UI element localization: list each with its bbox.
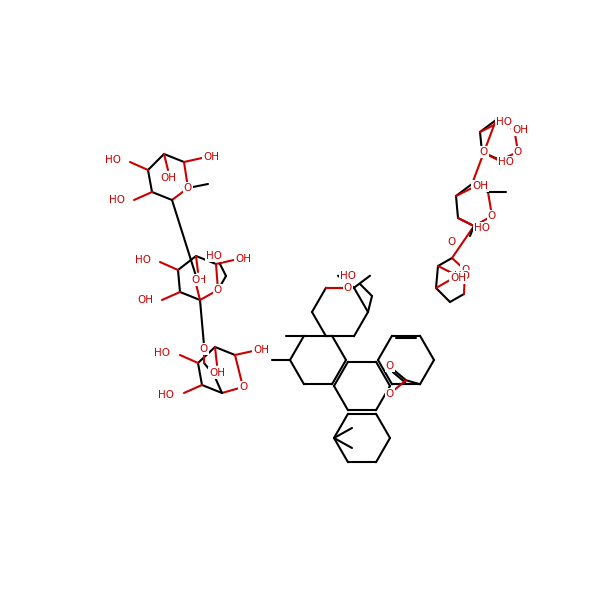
Text: HO: HO bbox=[105, 155, 121, 165]
Text: O: O bbox=[488, 211, 496, 221]
Text: O: O bbox=[514, 147, 522, 157]
Text: HO: HO bbox=[496, 117, 512, 127]
Text: HO: HO bbox=[498, 157, 514, 167]
Text: O: O bbox=[386, 389, 394, 399]
Text: OH: OH bbox=[209, 368, 225, 378]
Text: HO: HO bbox=[206, 251, 222, 261]
Text: HO: HO bbox=[340, 271, 356, 281]
Text: O: O bbox=[200, 344, 208, 354]
Text: OH: OH bbox=[512, 125, 528, 135]
Text: O: O bbox=[192, 275, 200, 285]
Text: OH: OH bbox=[472, 181, 488, 191]
Text: HO: HO bbox=[158, 390, 174, 400]
Text: O: O bbox=[344, 283, 352, 293]
Text: HO: HO bbox=[454, 271, 470, 281]
Text: OH: OH bbox=[235, 254, 251, 264]
Text: O: O bbox=[214, 285, 222, 295]
Text: OH: OH bbox=[160, 173, 176, 183]
Text: OH: OH bbox=[253, 345, 269, 355]
Text: OH: OH bbox=[190, 275, 206, 285]
Text: HO: HO bbox=[154, 348, 170, 358]
Text: O: O bbox=[239, 382, 247, 392]
Text: OH: OH bbox=[450, 273, 466, 283]
Text: HO: HO bbox=[109, 195, 125, 205]
Text: O: O bbox=[448, 237, 456, 247]
Text: HO: HO bbox=[135, 255, 151, 265]
Text: OH: OH bbox=[137, 295, 153, 305]
Text: O: O bbox=[461, 265, 469, 275]
Text: O: O bbox=[184, 183, 192, 193]
Text: O: O bbox=[386, 361, 394, 371]
Text: HO: HO bbox=[474, 223, 490, 233]
Text: O: O bbox=[480, 147, 488, 157]
Text: OH: OH bbox=[203, 152, 219, 162]
